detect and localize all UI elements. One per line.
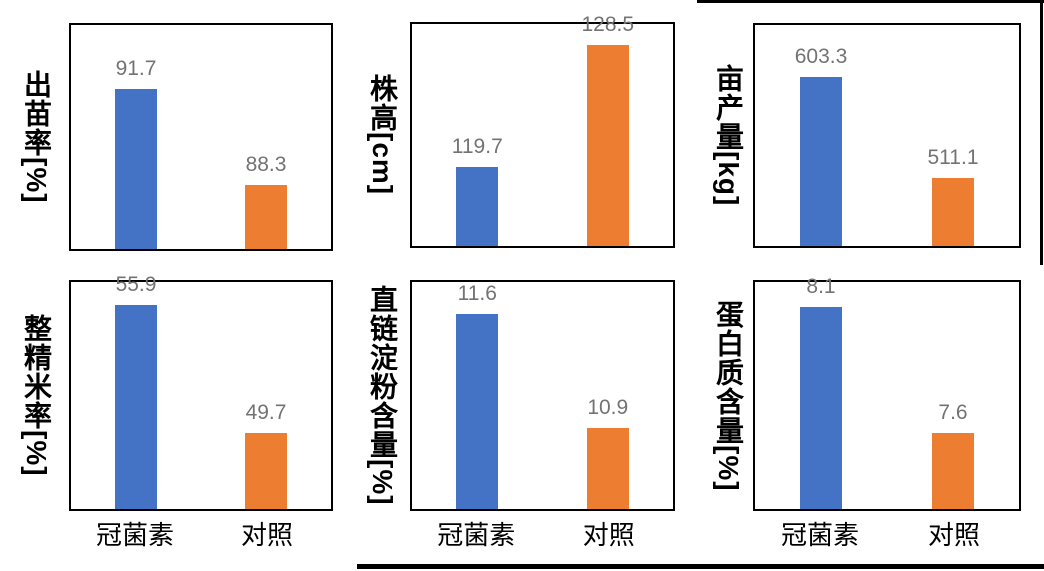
bar-value-label: 603.3: [794, 45, 848, 68]
bar-slot: 10.9: [586, 282, 629, 509]
bar-value-label: 55.9: [115, 273, 157, 296]
category-label-duizhao: 对照: [240, 520, 294, 550]
bar-value-label: 11.6: [457, 282, 497, 305]
bar-guanjunsu: [800, 307, 842, 509]
bar-value-label: 91.7: [115, 57, 157, 80]
bar-slot: 511.1: [928, 25, 979, 246]
bar-value-label: 119.7: [451, 135, 503, 158]
bar-duizhao: [586, 428, 629, 509]
bar-value-label: 7.6: [938, 401, 968, 424]
bar-value-label: 128.5: [581, 13, 635, 36]
category-label-guanjunsu: 冠菌素: [95, 520, 175, 550]
bar-guanjunsu: [456, 167, 499, 246]
bar-slot: 128.5: [581, 14, 634, 246]
bar-value-label: 49.7: [245, 401, 287, 424]
category-label-duizhao: 对照: [927, 520, 981, 550]
y-axis-title: 直链淀粉含量[%]: [367, 285, 398, 506]
bar-slot: 11.6: [456, 282, 499, 509]
bar-slot: 91.7: [115, 25, 157, 249]
y-axis-title: 亩产量[kg]: [713, 64, 744, 207]
bar-duizhao: [245, 433, 287, 509]
y-axis-title: 出苗率[%]: [21, 70, 52, 204]
x-axis-labels: 冠菌素 对照: [410, 518, 675, 552]
plot-area: 119.7 128.5: [410, 14, 675, 248]
plot-area: 8.1 7.6: [753, 276, 1021, 511]
bar-slot: 88.3: [245, 25, 287, 249]
bar-guanjunsu: [115, 89, 157, 249]
bar-slot: 603.3: [795, 25, 847, 246]
bar-slot: 55.9: [115, 274, 157, 509]
bar-value-label: 88.3: [245, 153, 287, 176]
x-axis-labels: 冠菌素 对照: [69, 518, 333, 552]
bar-value-label: 511.1: [927, 146, 979, 169]
table-border-top: [697, 0, 1044, 3]
bar-guanjunsu: [456, 314, 499, 509]
plot-area: 55.9 49.7: [69, 274, 333, 511]
category-label-guanjunsu: 冠菌素: [437, 520, 516, 550]
bar-guanjunsu: [800, 77, 842, 246]
bar-duizhao: [245, 185, 287, 249]
bar-duizhao: [586, 45, 629, 246]
plot-area: 603.3 511.1: [753, 23, 1021, 248]
category-label-duizhao: 对照: [582, 520, 635, 550]
bar-value-label: 8.1: [806, 275, 836, 298]
bar-slot: 119.7: [452, 24, 503, 246]
y-axis-title: 株高[cm]: [367, 74, 398, 196]
table-border-right: [1040, 0, 1043, 265]
plot-area: 11.6 10.9: [410, 280, 675, 511]
bar-duizhao: [932, 178, 974, 246]
y-axis-title: 整精米率[%]: [21, 314, 52, 477]
bar-value-label: 10.9: [587, 396, 629, 419]
bar-guanjunsu: [115, 305, 157, 509]
y-axis-title: 蛋白质含量[%]: [713, 299, 744, 492]
category-label-guanjunsu: 冠菌素: [780, 520, 860, 550]
bar-slot: 8.1: [800, 276, 842, 509]
bar-slot: 7.6: [932, 282, 974, 509]
plot-area: 91.7 88.3: [69, 23, 333, 251]
table-border-bottom: [357, 564, 1044, 569]
x-axis-labels: 冠菌素 对照: [753, 518, 1021, 552]
bar-slot: 49.7: [245, 282, 287, 509]
bar-duizhao: [932, 433, 974, 509]
